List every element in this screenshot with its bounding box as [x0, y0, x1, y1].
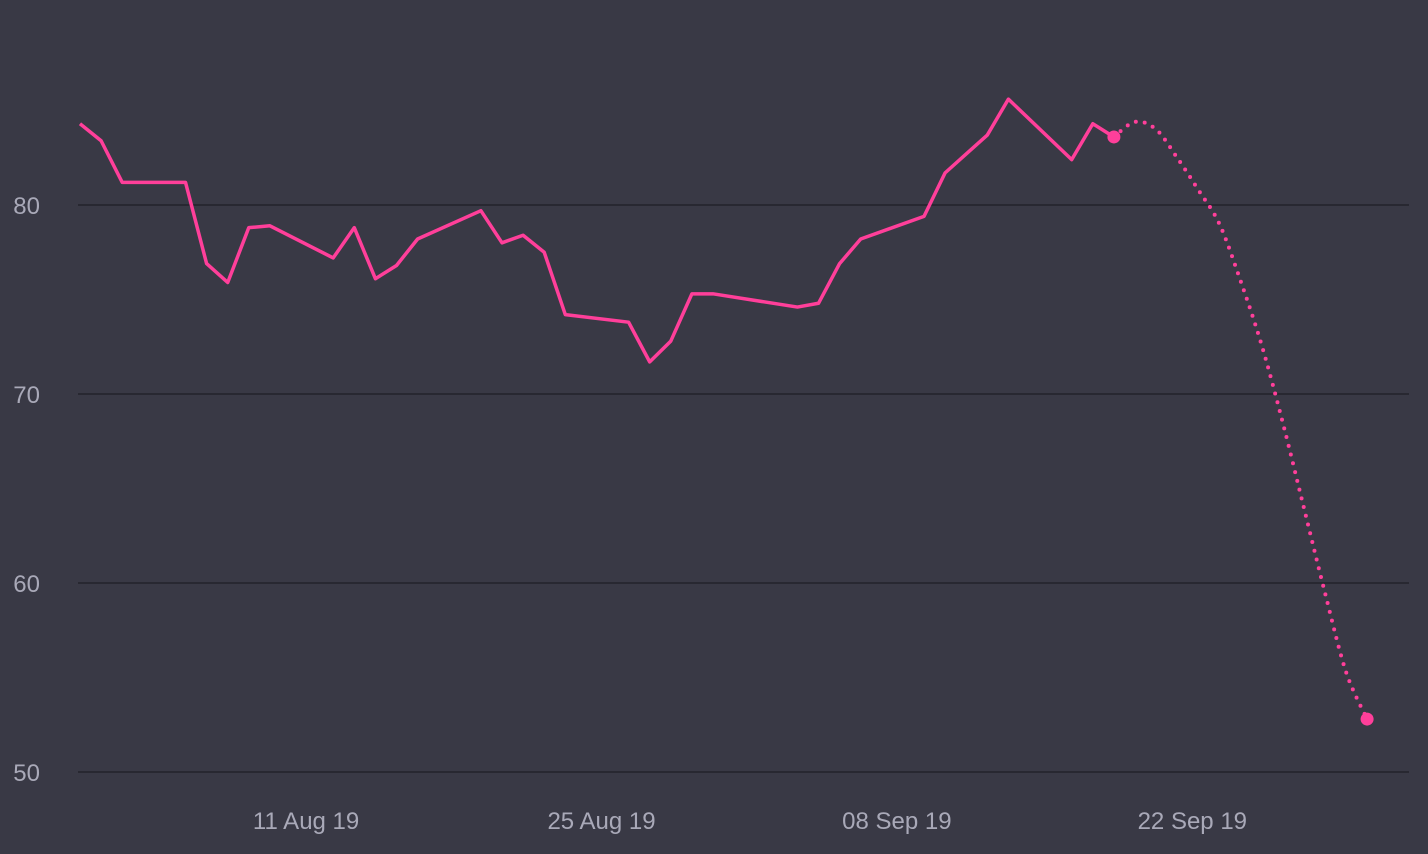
- y-tick-label-50: 50: [13, 760, 40, 787]
- x-axis-ticks: 11 Aug 19 25 Aug 19 08 Sep 19 22 Sep 19: [253, 808, 1247, 835]
- y-tick-label-70: 70: [13, 382, 40, 409]
- y-tick-label-60: 60: [13, 571, 40, 598]
- x-tick-label-1: 25 Aug 19: [547, 808, 655, 835]
- forecast-line: [1111, 119, 1370, 722]
- x-tick-label-0: 11 Aug 19: [253, 808, 359, 835]
- series-layer: [78, 97, 1374, 726]
- grid-layer: [78, 204, 1409, 773]
- x-tick-label-3: 22 Sep 19: [1138, 808, 1247, 835]
- y-tick-label-80: 80: [13, 193, 40, 220]
- y-axis-ticks: 50 60 70 80: [13, 193, 40, 787]
- history-line: [78, 97, 1115, 364]
- forecast-end-point: [1360, 712, 1374, 726]
- x-tick-label-2: 08 Sep 19: [842, 808, 951, 835]
